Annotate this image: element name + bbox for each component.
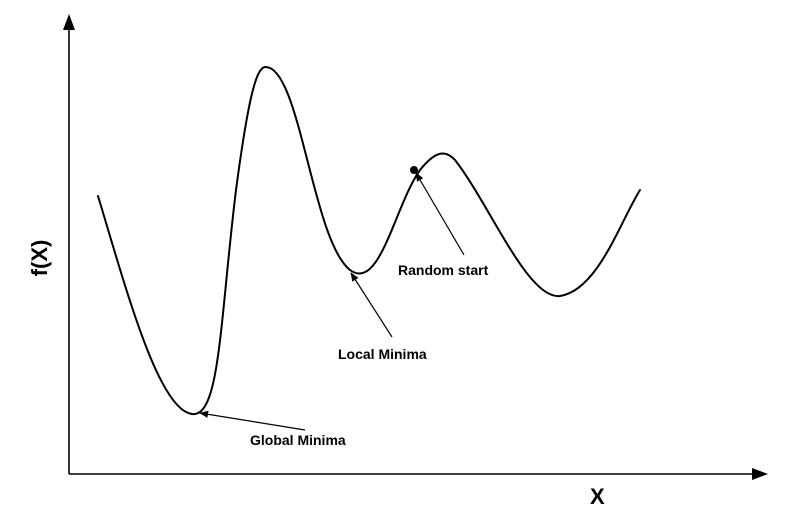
local-minima-arrow bbox=[350, 272, 393, 338]
random-start-point bbox=[410, 166, 418, 174]
random-start-arrow bbox=[415, 172, 465, 256]
y-axis-label: f(X) bbox=[27, 239, 52, 277]
function-curve bbox=[97, 65, 641, 416]
global-minima-label: Global Minima bbox=[250, 432, 346, 448]
random-start-label: Random start bbox=[398, 262, 489, 278]
y-axis-arrowhead bbox=[63, 14, 75, 30]
global-minima-arrow bbox=[199, 410, 306, 431]
x-axis-arrowhead bbox=[752, 468, 768, 480]
x-axis-label: X bbox=[590, 484, 605, 509]
local-minima-label: Local Minima bbox=[338, 346, 427, 362]
